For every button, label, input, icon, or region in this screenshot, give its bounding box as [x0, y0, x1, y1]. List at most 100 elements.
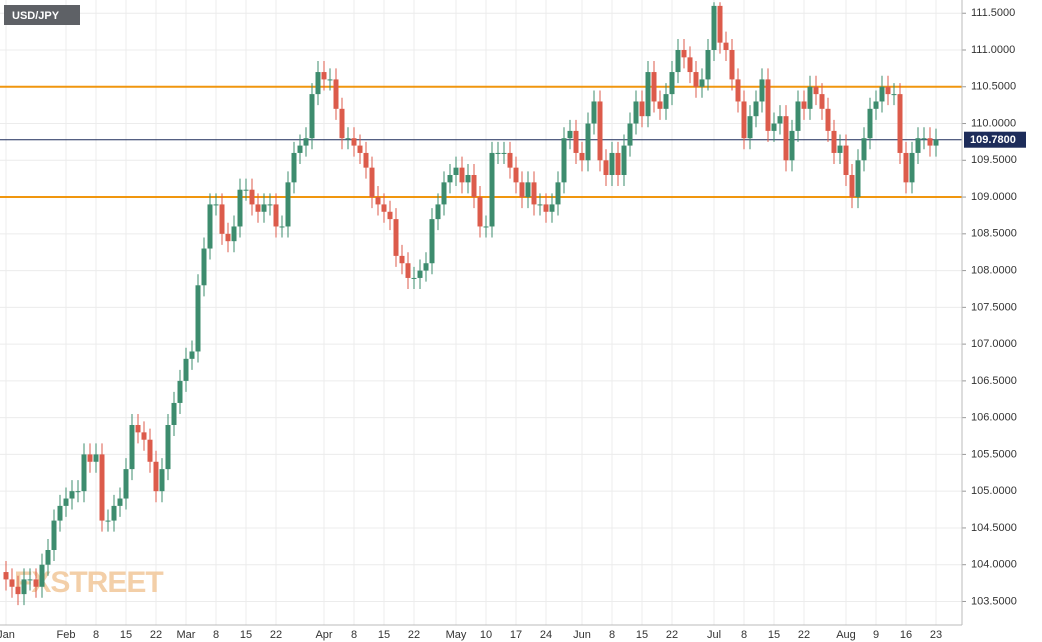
- candle-body: [333, 79, 339, 109]
- candle-body: [363, 152, 369, 168]
- candle-body: [591, 101, 597, 124]
- candle-body: [723, 42, 729, 50]
- candle-body: [471, 175, 477, 198]
- candle-body: [453, 167, 459, 175]
- candle-body: [369, 167, 375, 198]
- candle-body: [615, 152, 621, 175]
- candle-body: [147, 439, 153, 462]
- x-tick-label: 22: [150, 629, 162, 641]
- candle-body: [489, 152, 495, 227]
- candle-body: [309, 94, 315, 139]
- x-tick-label: 10: [480, 629, 492, 641]
- y-tick-label: 108.0000: [971, 264, 1017, 276]
- y-tick-label: 107.5000: [971, 301, 1017, 313]
- candle-body: [813, 86, 819, 95]
- candle-body: [645, 72, 651, 117]
- y-tick-label: 109.5000: [971, 154, 1017, 166]
- candle-body: [459, 167, 465, 183]
- candle-body: [531, 182, 537, 205]
- x-tick-label: 17: [510, 629, 522, 641]
- candle-body: [315, 72, 321, 95]
- candle-body: [285, 182, 291, 227]
- y-tick-label: 110.0000: [971, 117, 1016, 129]
- candle-body: [387, 211, 393, 220]
- candle-body: [747, 116, 753, 139]
- candle-body: [543, 204, 549, 212]
- x-tick-label: 8: [609, 629, 615, 641]
- candle-body: [825, 108, 831, 131]
- candle-body: [699, 79, 705, 87]
- candle-body: [303, 138, 309, 146]
- candle-body: [705, 50, 711, 80]
- candle-body: [927, 138, 933, 146]
- candle-body: [33, 579, 39, 587]
- candle-body: [777, 116, 783, 124]
- x-tick-label: 8: [213, 629, 219, 641]
- candle-body: [549, 204, 555, 212]
- y-tick-label: 108.5000: [971, 228, 1017, 240]
- candle-body: [3, 572, 9, 580]
- candle-body: [51, 520, 57, 550]
- candle-body: [597, 101, 603, 161]
- x-tick-label: Apr: [315, 629, 332, 641]
- candle-body: [837, 145, 843, 153]
- candle-body: [135, 425, 141, 433]
- candle-body: [639, 101, 645, 117]
- x-tick-label: 8: [93, 629, 99, 641]
- candle-body: [513, 167, 519, 183]
- candle-body: [21, 579, 27, 595]
- candle-body: [675, 50, 681, 73]
- candle-body: [195, 285, 201, 352]
- candle-body: [687, 57, 693, 73]
- candle-body: [855, 160, 861, 198]
- candle-body: [831, 130, 837, 153]
- candle-body: [507, 152, 513, 168]
- x-tick-label: 22: [408, 629, 420, 641]
- candle-body: [297, 145, 303, 153]
- candle-body: [519, 182, 525, 198]
- candle-body: [903, 152, 909, 183]
- y-tick-label: 106.5000: [971, 375, 1017, 387]
- x-tick-label: May: [446, 629, 467, 641]
- candle-body: [357, 145, 363, 153]
- candle-body: [885, 86, 891, 95]
- candle-body: [933, 139, 939, 146]
- candle-body: [339, 108, 345, 139]
- candle-body: [789, 130, 795, 161]
- candle-body: [345, 138, 351, 140]
- candle-body: [435, 204, 441, 220]
- candle-body: [585, 123, 591, 161]
- y-tick-label: 105.0000: [971, 485, 1017, 497]
- candle-body: [351, 138, 357, 146]
- y-tick-label: 109.0000: [971, 191, 1017, 203]
- y-tick-label: 110.5000: [971, 81, 1016, 93]
- candle-body: [141, 432, 147, 440]
- candle-body: [375, 197, 381, 205]
- x-tick-label: 9: [873, 629, 879, 641]
- candle-body: [819, 94, 825, 109]
- candle-body: [909, 152, 915, 183]
- candle-body: [165, 425, 171, 470]
- x-tick-label: 24: [540, 629, 552, 641]
- x-tick-label: Feb: [57, 629, 76, 641]
- candle-body: [243, 189, 249, 191]
- candle-body: [669, 72, 675, 95]
- candle-body: [291, 152, 297, 183]
- candle-body: [87, 454, 93, 462]
- candle-body: [279, 226, 285, 228]
- candle-body: [915, 138, 921, 153]
- candle-body: [735, 79, 741, 102]
- x-tick-label: Jun: [573, 629, 591, 641]
- x-tick-label: 15: [240, 629, 252, 641]
- y-tick-label: 105.5000: [971, 448, 1017, 460]
- candle-body: [267, 204, 273, 206]
- candle-body: [405, 263, 411, 278]
- candle-body: [525, 182, 531, 198]
- candle-body: [873, 101, 879, 109]
- candle-body: [627, 123, 633, 146]
- candle-body: [417, 270, 423, 278]
- candle-body: [423, 263, 429, 271]
- candle-body: [483, 226, 489, 228]
